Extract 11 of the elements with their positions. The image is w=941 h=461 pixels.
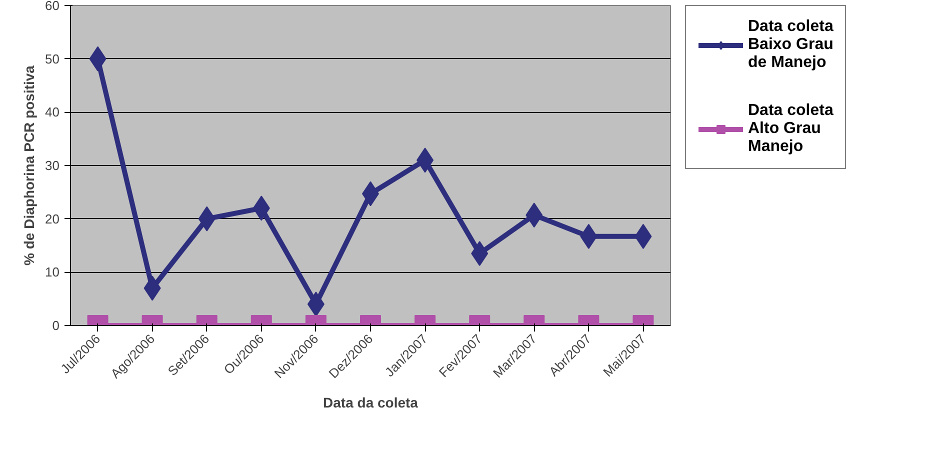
y-tick-label: 20: [45, 211, 60, 226]
y-tick-label: 10: [45, 264, 60, 280]
legend-label: Data coleta Alto Grau Manejo: [748, 102, 834, 156]
x-axis-title: Data da coleta: [323, 394, 418, 410]
y-axis-title: % de Diaphorina PCR positiva: [21, 65, 38, 266]
legend-label: Data coleta Baixo Grau de Manejo: [748, 18, 834, 72]
y-tick-label: 30: [45, 158, 60, 173]
y-tick-label: 60: [45, 0, 60, 13]
y-tick-label: 50: [45, 51, 60, 66]
y-tick-label: 40: [45, 104, 60, 120]
y-tick-label: 0: [52, 318, 60, 333]
